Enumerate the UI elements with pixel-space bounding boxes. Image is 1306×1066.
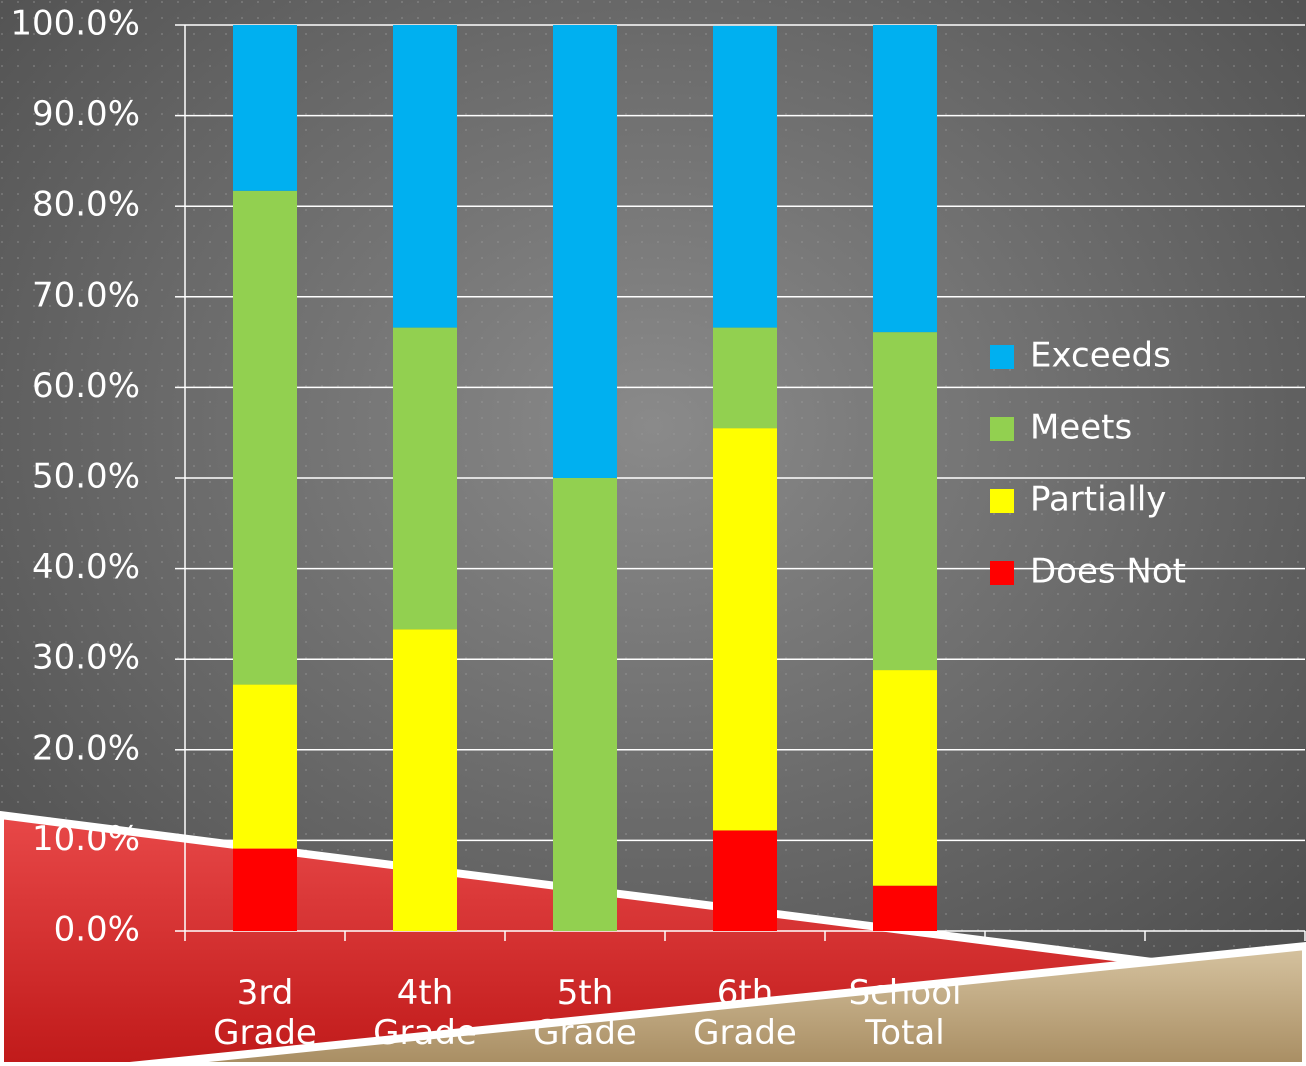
bar-segment xyxy=(233,190,297,685)
bar-segment xyxy=(873,670,937,886)
x-tick-label: School Total xyxy=(848,973,962,1053)
bar-segment xyxy=(233,25,297,191)
bar-segment xyxy=(393,327,457,630)
bar-segment xyxy=(713,327,777,429)
y-tick-label: 50.0% xyxy=(32,457,140,497)
bar-segment xyxy=(553,478,617,931)
y-tick-label: 90.0% xyxy=(32,94,140,134)
bar-segment xyxy=(713,830,777,931)
bar-segment xyxy=(233,684,297,849)
y-tick-label: 60.0% xyxy=(32,366,140,406)
legend-swatch xyxy=(990,561,1014,585)
bar-segment xyxy=(873,885,937,931)
bar-segment xyxy=(873,332,937,671)
bar-segment xyxy=(713,25,777,328)
legend-label: Meets xyxy=(1030,408,1132,448)
y-tick-label: 100.0% xyxy=(10,4,140,44)
x-tick-label: 4th Grade xyxy=(373,973,477,1053)
legend-swatch xyxy=(990,489,1014,513)
bar-segment xyxy=(233,848,297,931)
y-tick-label: 80.0% xyxy=(32,185,140,225)
bar-segment xyxy=(713,428,777,831)
y-tick-label: 30.0% xyxy=(32,638,140,678)
y-tick-label: 70.0% xyxy=(32,275,140,315)
legend-swatch xyxy=(990,345,1014,369)
bar-segment xyxy=(553,25,617,478)
x-tick-label: 6th Grade xyxy=(693,973,797,1053)
bar-segment xyxy=(873,25,937,333)
decor-tan xyxy=(129,941,1306,1066)
y-tick-label: 0.0% xyxy=(54,910,140,950)
bar-segment xyxy=(393,25,457,328)
y-tick-label: 20.0% xyxy=(32,728,140,768)
y-tick-label: 10.0% xyxy=(32,819,140,859)
x-tick-label: 3rd Grade xyxy=(213,973,317,1053)
legend-label: Does Not xyxy=(1030,552,1186,592)
legend-label: Partially xyxy=(1030,480,1166,520)
y-tick-label: 40.0% xyxy=(32,547,140,587)
legend-label: Exceeds xyxy=(1030,336,1171,376)
x-tick-label: 5th Grade xyxy=(533,973,637,1053)
legend-swatch xyxy=(990,417,1014,441)
bar-segment xyxy=(393,629,457,931)
